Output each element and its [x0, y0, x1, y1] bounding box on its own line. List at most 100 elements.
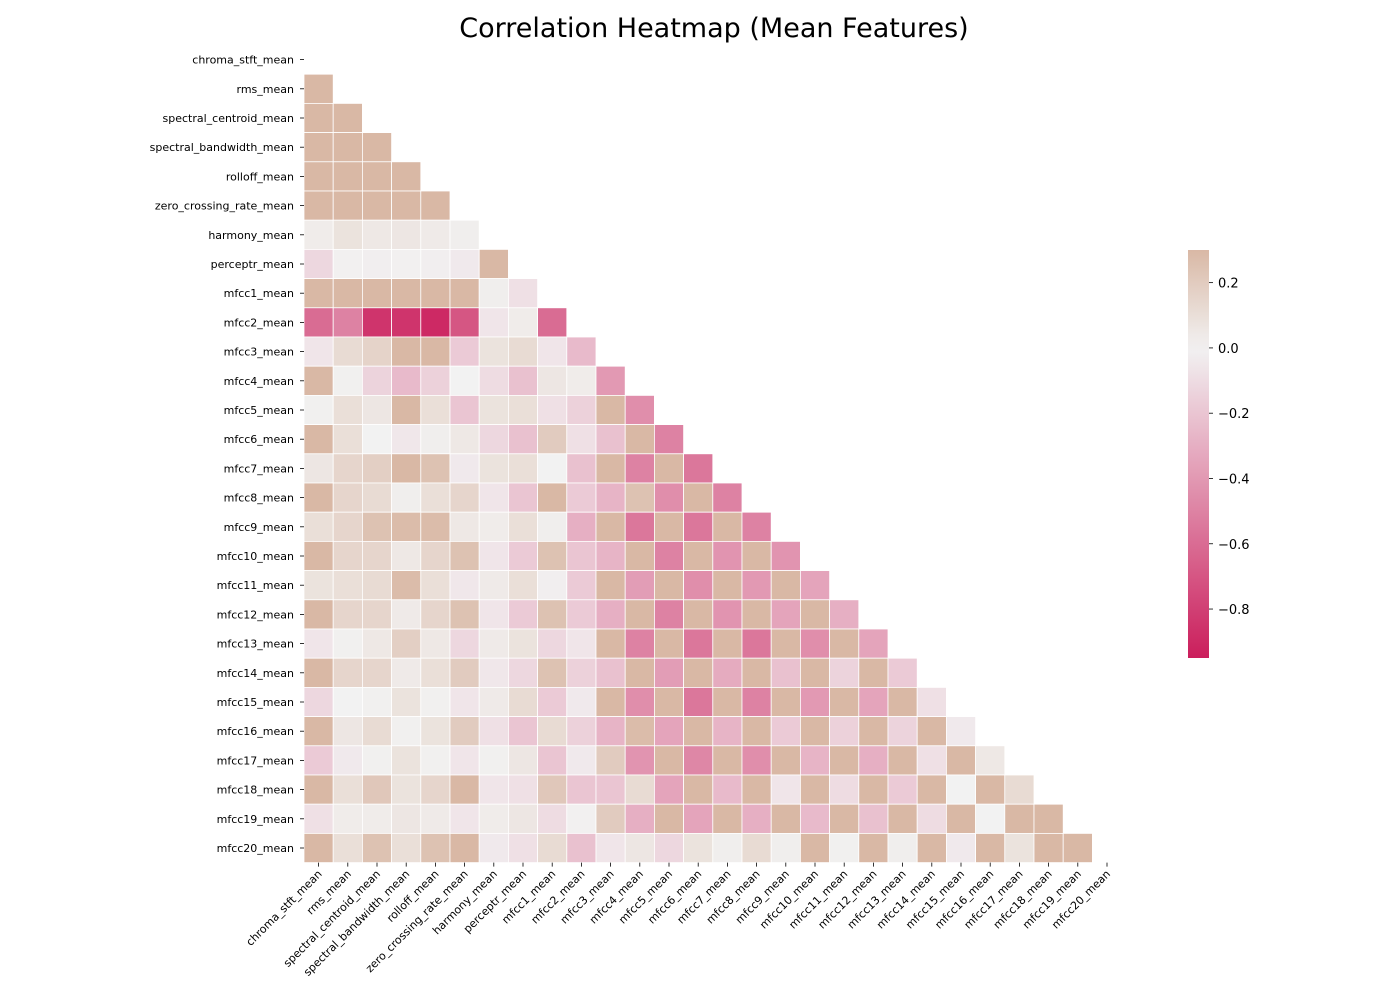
heatmap-cell [566, 424, 597, 455]
heatmap-cell [361, 774, 392, 805]
heatmap-cell [683, 657, 714, 688]
heatmap-cell [537, 336, 568, 367]
heatmap-cell [566, 774, 597, 805]
heatmap-cell [770, 774, 801, 805]
heatmap-cell [303, 716, 334, 747]
heatmap-cell [741, 687, 772, 718]
heatmap-cell [829, 774, 860, 805]
y-tick-label: mfcc20_mean [217, 842, 294, 855]
heatmap-cell [595, 833, 626, 864]
y-tick-label: mfcc2_mean [224, 316, 294, 329]
heatmap-cell [449, 745, 480, 776]
heatmap-cell [478, 453, 509, 484]
heatmap-cell [683, 687, 714, 718]
heatmap-cell [391, 424, 422, 455]
heatmap-cell [420, 716, 451, 747]
y-tick-label: mfcc18_mean [217, 784, 294, 797]
heatmap-cell [595, 628, 626, 659]
heatmap-cell [1004, 774, 1035, 805]
heatmap-cell [478, 307, 509, 338]
y-tick-label: mfcc11_mean [217, 579, 294, 592]
heatmap-cell [566, 657, 597, 688]
heatmap-cell [595, 774, 626, 805]
heatmap-cell [303, 745, 334, 776]
heatmap-cell [361, 745, 392, 776]
heatmap-cell [537, 453, 568, 484]
heatmap-cell [712, 570, 743, 601]
heatmap-cell [478, 628, 509, 659]
heatmap-cell [332, 628, 363, 659]
heatmap-cell [303, 453, 334, 484]
heatmap-cell [566, 336, 597, 367]
colorbar-tick-label: 0.2 [1218, 277, 1239, 292]
heatmap-cell [566, 833, 597, 864]
y-tick-label: mfcc13_mean [217, 638, 294, 651]
heatmap-cell [478, 599, 509, 630]
heatmap-cell [478, 774, 509, 805]
heatmap-cell [624, 774, 655, 805]
heatmap-cell [478, 716, 509, 747]
heatmap-cell [537, 307, 568, 338]
heatmap-cell [566, 365, 597, 396]
heatmap-cell [303, 570, 334, 601]
y-tick-label: mfcc7_mean [224, 462, 294, 475]
heatmap-cell [361, 219, 392, 250]
heatmap-cell [537, 570, 568, 601]
heatmap-cells [303, 73, 1093, 864]
heatmap-cell [449, 833, 480, 864]
heatmap-cell [507, 307, 538, 338]
heatmap-cell [420, 307, 451, 338]
colorbar-tick-label: 0.0 [1218, 342, 1239, 357]
heatmap-cell [507, 745, 538, 776]
heatmap-cell [975, 833, 1006, 864]
heatmap-cell [800, 657, 831, 688]
heatmap-cell [303, 394, 334, 425]
heatmap-cell [624, 833, 655, 864]
heatmap-cell [595, 570, 626, 601]
heatmap-cell [624, 424, 655, 455]
heatmap-cell [624, 570, 655, 601]
heatmap-cell [1033, 833, 1064, 864]
heatmap-cell [741, 657, 772, 688]
heatmap-cell [303, 190, 334, 221]
heatmap-cell [332, 161, 363, 192]
heatmap-cell [391, 687, 422, 718]
heatmap-cell [361, 570, 392, 601]
heatmap-cell [537, 424, 568, 455]
heatmap-cell [537, 394, 568, 425]
heatmap-cell [770, 833, 801, 864]
heatmap-cell [332, 511, 363, 542]
heatmap-cell [332, 336, 363, 367]
heatmap-cell [741, 628, 772, 659]
heatmap-cell [595, 716, 626, 747]
heatmap-cell [507, 803, 538, 834]
heatmap-cell [303, 657, 334, 688]
heatmap-cell [712, 803, 743, 834]
heatmap-cell [361, 161, 392, 192]
heatmap-cell [624, 803, 655, 834]
heatmap-cell [361, 511, 392, 542]
heatmap-cell [507, 687, 538, 718]
heatmap-cell [449, 248, 480, 279]
heatmap-cell [654, 687, 685, 718]
heatmap-cell [537, 628, 568, 659]
heatmap-cell [303, 803, 334, 834]
heatmap-cell [566, 482, 597, 513]
heatmap-cell [332, 833, 363, 864]
heatmap-cell [478, 278, 509, 309]
heatmap-cell [741, 774, 772, 805]
heatmap-cell [916, 745, 947, 776]
heatmap-cell [449, 570, 480, 601]
heatmap-cell [537, 482, 568, 513]
heatmap-cell [332, 453, 363, 484]
heatmap-cell [391, 248, 422, 279]
y-tick-label: mfcc6_mean [224, 433, 294, 446]
heatmap-cell [800, 745, 831, 776]
heatmap-cell [654, 745, 685, 776]
y-tick-label: mfcc8_mean [224, 492, 294, 505]
heatmap-cell [449, 365, 480, 396]
heatmap-cell [595, 599, 626, 630]
heatmap-cell [683, 628, 714, 659]
heatmap-cell [507, 336, 538, 367]
